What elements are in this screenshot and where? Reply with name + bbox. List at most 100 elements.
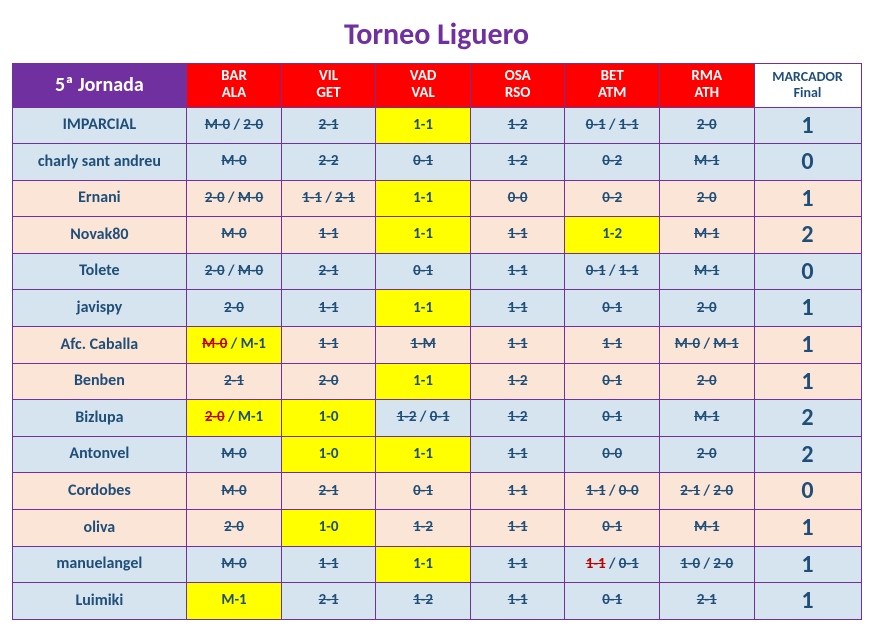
- prediction-cell: 2-1: [187, 363, 282, 400]
- prediction-cell: 2-1: [281, 253, 376, 290]
- final-score: 2: [754, 217, 861, 254]
- final-score: 0: [754, 473, 861, 510]
- prediction-cell: M-0: [187, 473, 282, 510]
- final-score: 1: [754, 546, 861, 583]
- prediction-cell: 1-1: [470, 583, 565, 620]
- prediction-cell: M-0 / M-1: [659, 327, 754, 364]
- prediction-cell: 1-2: [376, 510, 471, 547]
- prediction-cell: 1-1: [470, 546, 565, 583]
- prediction-cell: 1-0: [281, 400, 376, 437]
- page-title: Torneo Liguero: [10, 16, 863, 53]
- prediction-cell: 0-1 / 1-1: [565, 253, 660, 290]
- prediction-cell: 1-2: [470, 107, 565, 144]
- prediction-cell: 1-2: [470, 144, 565, 181]
- prediction-cell: 1-1 / 0-0: [565, 473, 660, 510]
- table-row: oliva2-01-01-21-10-1M-11: [12, 510, 861, 547]
- prediction-cell: 2-0: [659, 363, 754, 400]
- prediction-cell: 1-1: [565, 327, 660, 364]
- prediction-cell: 1-1: [376, 107, 471, 144]
- final-score: 0: [754, 144, 861, 181]
- prediction-cell: 2-0: [281, 363, 376, 400]
- participant-name: Novak80: [12, 217, 187, 254]
- prediction-cell: 0-1: [565, 363, 660, 400]
- match-header: VADVAL: [376, 64, 471, 108]
- participant-name: Cordobes: [12, 473, 187, 510]
- participant-name: Luimiki: [12, 583, 187, 620]
- prediction-cell: 1-1: [376, 180, 471, 217]
- prediction-cell: 1-1: [470, 473, 565, 510]
- table-row: CordobesM-02-10-11-11-1 / 0-02-1 / 2-00: [12, 473, 861, 510]
- prediction-cell: 0-1: [376, 473, 471, 510]
- final-score: 1: [754, 107, 861, 144]
- table-row: manuelangelM-01-11-11-11-1 / 0-11-0 / 2-…: [12, 546, 861, 583]
- prediction-cell: 1-2 / 0-1: [376, 400, 471, 437]
- prediction-cell: 1-2: [565, 217, 660, 254]
- prediction-cell: 2-0: [659, 107, 754, 144]
- table-row: LuimikiM-12-11-21-10-12-11: [12, 583, 861, 620]
- prediction-cell: M-0: [187, 144, 282, 181]
- prediction-cell: 1-1: [470, 436, 565, 473]
- participant-name: Ernani: [12, 180, 187, 217]
- participant-name: Bizlupa: [12, 400, 187, 437]
- prediction-cell: 1-1: [281, 546, 376, 583]
- prediction-cell: 1-1: [376, 363, 471, 400]
- match-header: RMAATH: [659, 64, 754, 108]
- prediction-cell: 2-1: [281, 473, 376, 510]
- prediction-cell: 0-1: [565, 510, 660, 547]
- prediction-cell: 0-1: [376, 253, 471, 290]
- final-score: 1: [754, 290, 861, 327]
- table-row: IMPARCIALM-0 / 2-02-11-11-20-1 / 1-12-01: [12, 107, 861, 144]
- predictions-table: 5ª Jornada BARALA VILGET VADVAL OSARSO B…: [12, 63, 862, 620]
- prediction-cell: 2-0: [187, 290, 282, 327]
- prediction-cell: 0-1 / 1-1: [565, 107, 660, 144]
- final-score: 2: [754, 436, 861, 473]
- prediction-cell: 2-1: [281, 107, 376, 144]
- match-header: BETATM: [565, 64, 660, 108]
- prediction-cell: 1-1: [470, 253, 565, 290]
- header-row: 5ª Jornada BARALA VILGET VADVAL OSARSO B…: [12, 64, 861, 108]
- final-score: 0: [754, 253, 861, 290]
- prediction-cell: 1-2: [470, 400, 565, 437]
- participant-name: oliva: [12, 510, 187, 547]
- match-header: BARALA: [187, 64, 282, 108]
- prediction-cell: M-1: [659, 253, 754, 290]
- participant-name: javispy: [12, 290, 187, 327]
- prediction-cell: 2-1: [659, 583, 754, 620]
- prediction-cell: 2-1 / 2-0: [659, 473, 754, 510]
- prediction-cell: M-1: [659, 217, 754, 254]
- match-header: OSARSO: [470, 64, 565, 108]
- prediction-cell: 1-M: [376, 327, 471, 364]
- participant-name: Antonvel: [12, 436, 187, 473]
- prediction-cell: 2-0 / M-0: [187, 180, 282, 217]
- table-row: Benben2-12-01-11-20-12-01: [12, 363, 861, 400]
- prediction-cell: M-0: [187, 217, 282, 254]
- prediction-cell: 1-1 / 2-1: [281, 180, 376, 217]
- prediction-cell: 1-0: [281, 510, 376, 547]
- prediction-cell: M-1: [659, 510, 754, 547]
- prediction-cell: 0-1: [565, 290, 660, 327]
- participant-name: IMPARCIAL: [12, 107, 187, 144]
- prediction-cell: M-1: [187, 583, 282, 620]
- table-row: javispy2-01-11-11-10-12-01: [12, 290, 861, 327]
- prediction-cell: 1-1: [376, 546, 471, 583]
- prediction-cell: 0-0: [470, 180, 565, 217]
- table-row: Tolete2-0 / M-02-10-11-10-1 / 1-1M-10: [12, 253, 861, 290]
- prediction-cell: 1-2: [376, 583, 471, 620]
- prediction-cell: 2-0: [659, 180, 754, 217]
- participant-name: charly sant andreu: [12, 144, 187, 181]
- final-score: 2: [754, 400, 861, 437]
- final-score: 1: [754, 363, 861, 400]
- prediction-cell: 1-1: [470, 327, 565, 364]
- prediction-cell: 1-1: [376, 436, 471, 473]
- prediction-cell: 1-1 / 0-1: [565, 546, 660, 583]
- prediction-cell: 0-1: [565, 400, 660, 437]
- prediction-cell: 2-0: [659, 290, 754, 327]
- match-header: VILGET: [281, 64, 376, 108]
- prediction-cell: M-0 / 2-0: [187, 107, 282, 144]
- participant-name: manuelangel: [12, 546, 187, 583]
- prediction-cell: 1-2: [470, 363, 565, 400]
- prediction-cell: 1-1: [281, 290, 376, 327]
- prediction-cell: 0-2: [565, 180, 660, 217]
- final-score: 1: [754, 510, 861, 547]
- table-row: Novak80M-01-11-11-11-2M-12: [12, 217, 861, 254]
